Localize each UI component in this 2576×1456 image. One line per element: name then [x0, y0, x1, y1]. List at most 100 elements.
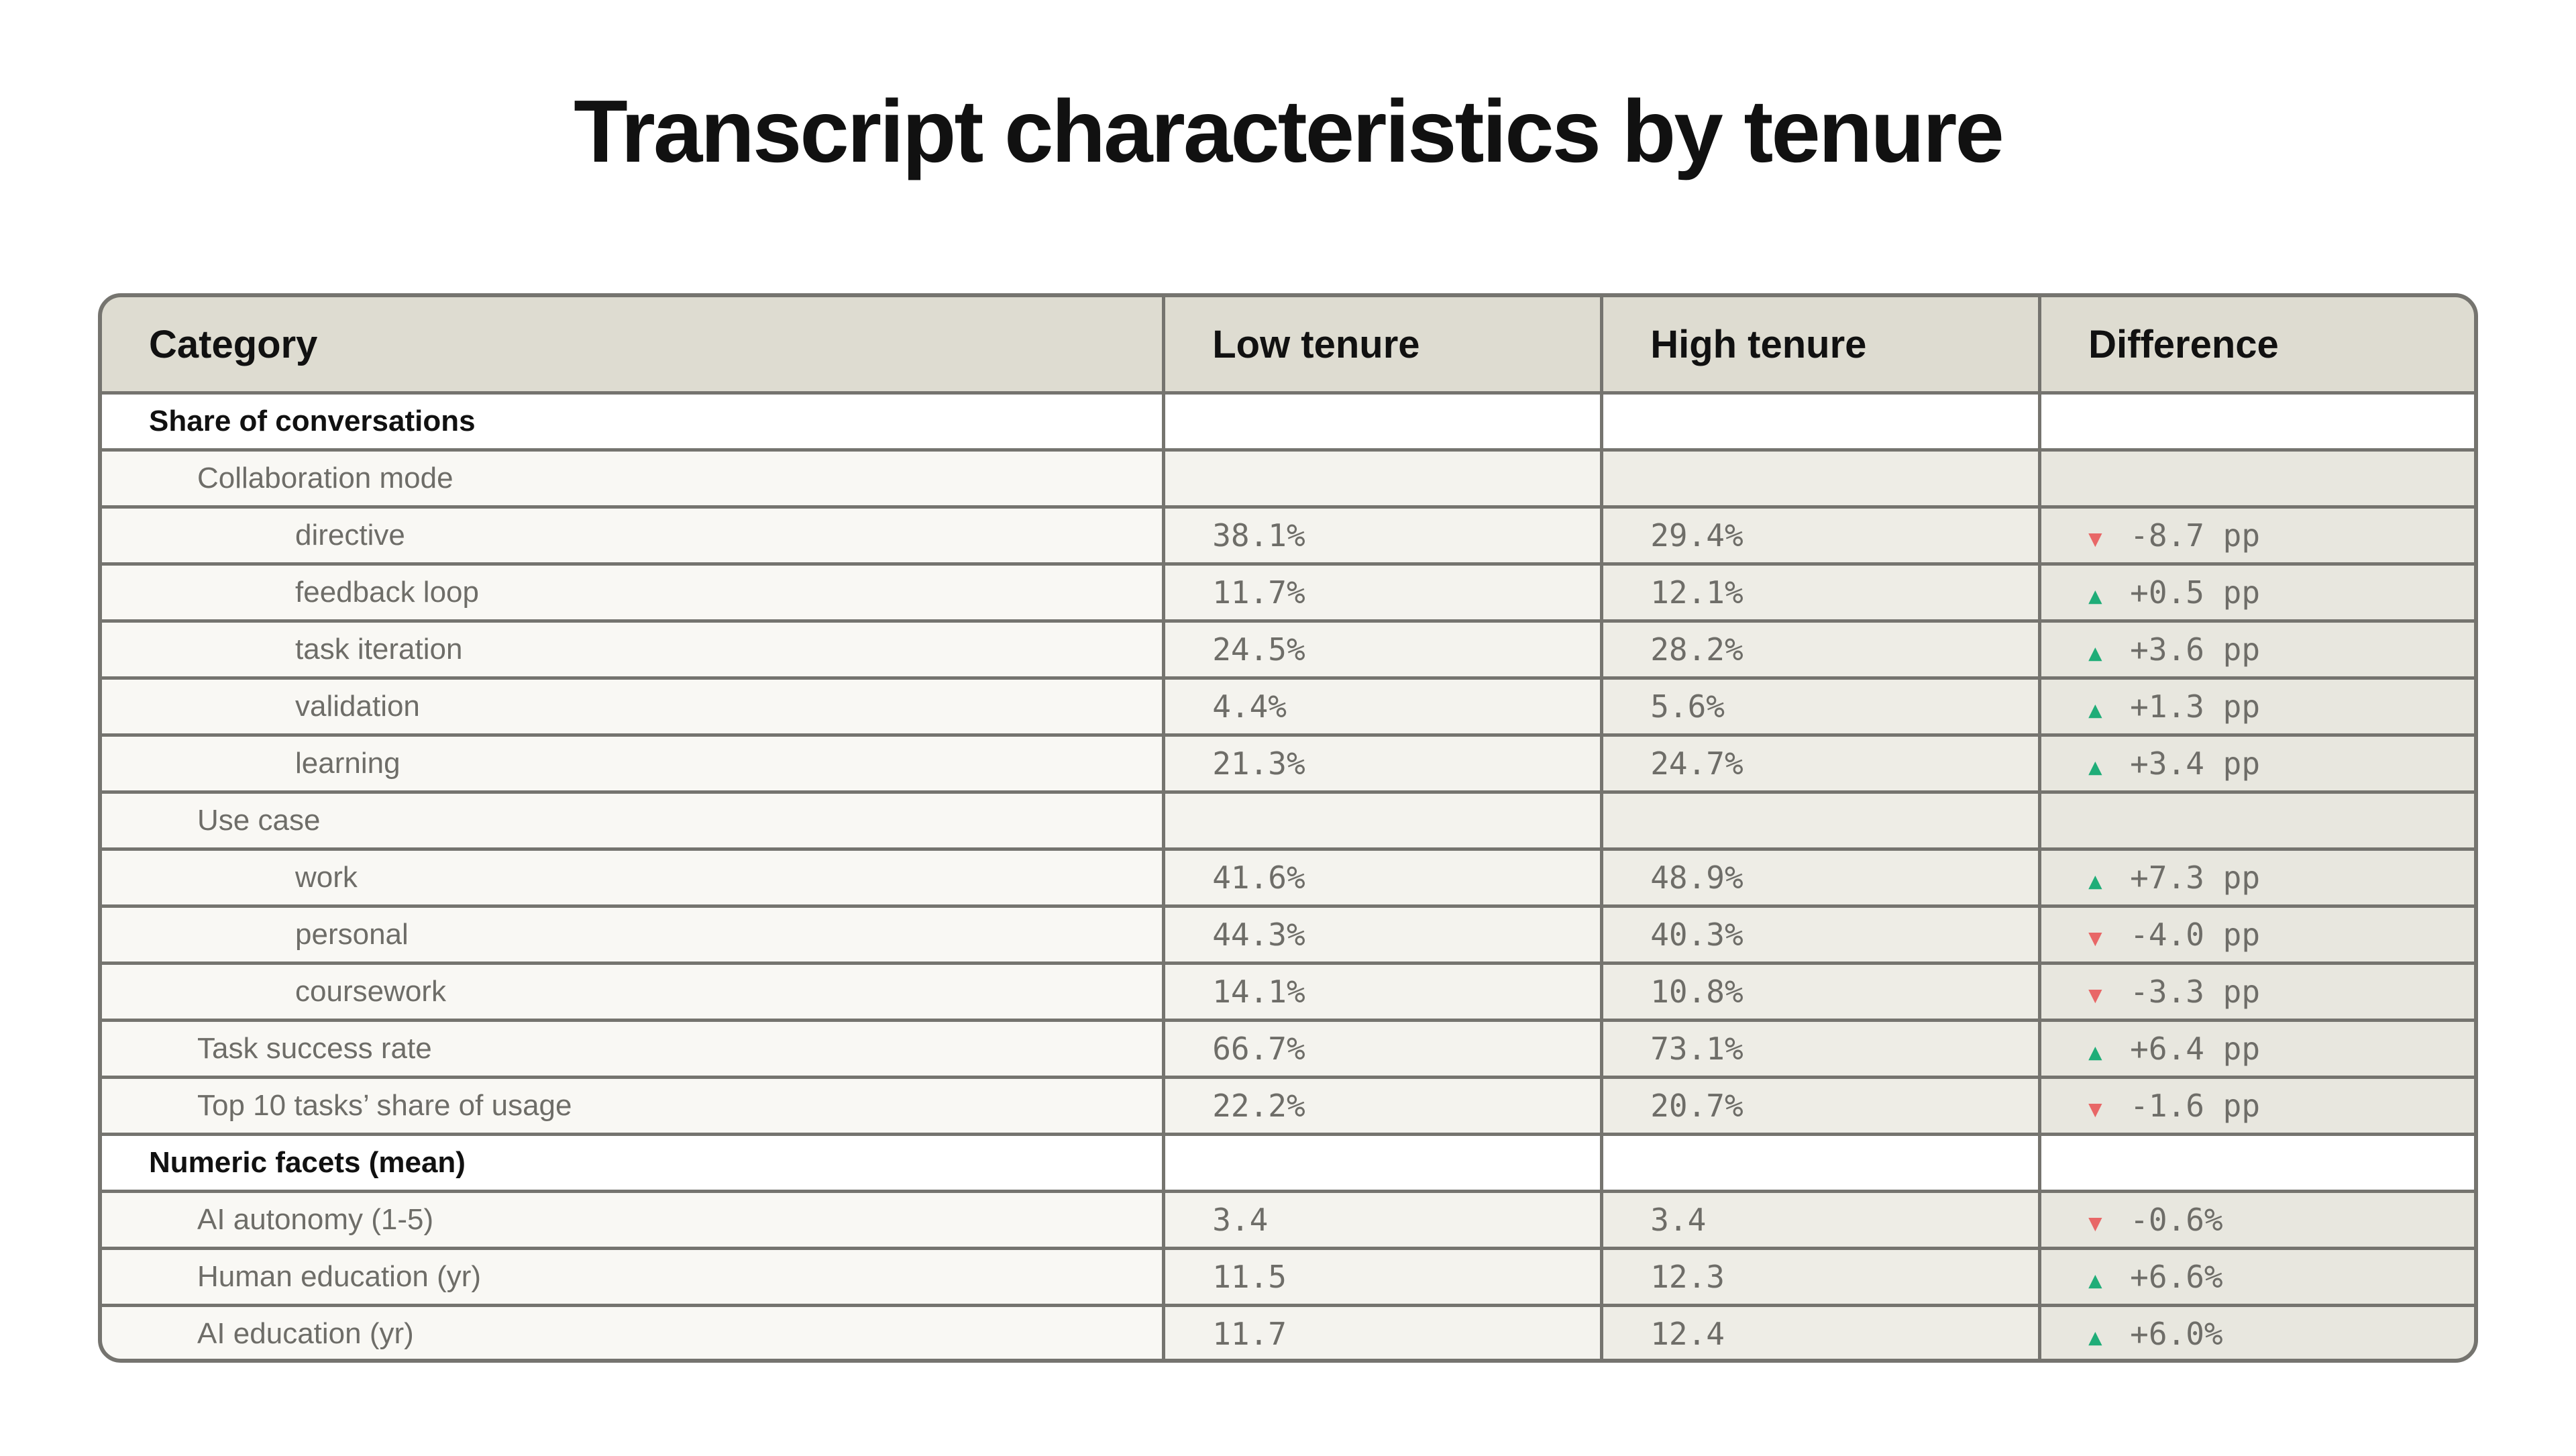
- high-tenure-cell: 12.4: [1600, 1304, 2042, 1359]
- difference-cell: ▼ -4.0 pp: [2038, 904, 2474, 965]
- difference-cell: ▲ +6.4 pp: [2038, 1019, 2474, 1079]
- row-label: Numeric facets (mean): [102, 1133, 1166, 1193]
- difference-cell: [2038, 790, 2474, 851]
- difference-value: -4.0 pp: [2130, 917, 2261, 953]
- row-label: Share of conversations: [102, 391, 1166, 452]
- high-tenure-cell: 12.3: [1600, 1247, 2042, 1307]
- low-tenure-cell: 11.5: [1162, 1247, 1604, 1307]
- header-high-tenure: High tenure: [1600, 297, 2042, 395]
- difference-value: -8.7 pp: [2130, 517, 2261, 554]
- table-row: validation 4.4% 5.6% ▲ +1.3 pp: [102, 676, 2474, 737]
- difference-value: +0.5 pp: [2130, 574, 2261, 611]
- low-tenure-cell: 22.2%: [1162, 1076, 1604, 1136]
- low-tenure-cell: 21.3%: [1162, 733, 1604, 794]
- section-row: Numeric facets (mean): [102, 1133, 2474, 1193]
- high-tenure-cell: 28.2%: [1600, 619, 2042, 680]
- difference-cell: ▼ -0.6%: [2038, 1190, 2474, 1250]
- row-label: Top 10 tasks’ share of usage: [102, 1076, 1166, 1136]
- row-label: feedback loop: [102, 562, 1166, 623]
- row-label: coursework: [102, 961, 1166, 1022]
- difference-value: -3.3 pp: [2130, 974, 2261, 1010]
- triangle-up-icon: ▲: [2088, 696, 2102, 723]
- page-title: Transcript characteristics by tenure: [574, 82, 2004, 180]
- high-tenure-cell: [1600, 790, 2042, 851]
- high-tenure-cell: 20.7%: [1600, 1076, 2042, 1136]
- difference-value: -0.6%: [2130, 1202, 2223, 1238]
- difference-value: +6.4 pp: [2130, 1031, 2261, 1067]
- header-category: Category: [102, 297, 1166, 395]
- table-row: Task success rate 66.7% 73.1% ▲ +6.4 pp: [102, 1019, 2474, 1079]
- high-tenure-cell: 40.3%: [1600, 904, 2042, 965]
- high-tenure-cell: 73.1%: [1600, 1019, 2042, 1079]
- high-tenure-cell: 12.1%: [1600, 562, 2042, 623]
- difference-cell: [2038, 1133, 2474, 1193]
- difference-cell: ▼ -3.3 pp: [2038, 961, 2474, 1022]
- low-tenure-cell: 24.5%: [1162, 619, 1604, 680]
- row-label: Human education (yr): [102, 1247, 1166, 1307]
- difference-value: -1.6 pp: [2130, 1088, 2261, 1124]
- section-row: Share of conversations: [102, 391, 2474, 452]
- table-row: learning 21.3% 24.7% ▲ +3.4 pp: [102, 733, 2474, 794]
- table-header-row: Category Low tenure High tenure Differen…: [102, 297, 2474, 395]
- high-tenure-cell: 3.4: [1600, 1190, 2042, 1250]
- header-low-tenure: Low tenure: [1162, 297, 1604, 395]
- triangle-up-icon: ▲: [2088, 753, 2102, 780]
- low-tenure-cell: 11.7: [1162, 1304, 1604, 1359]
- difference-cell: ▲ +3.6 pp: [2038, 619, 2474, 680]
- triangle-down-icon: ▼: [2088, 925, 2102, 951]
- triangle-up-icon: ▲: [2088, 868, 2102, 894]
- comparison-table: Category Low tenure High tenure Differen…: [98, 293, 2478, 1363]
- low-tenure-cell: 3.4: [1162, 1190, 1604, 1250]
- table-row: AI education (yr) 11.7 12.4 ▲ +6.0%: [102, 1304, 2474, 1359]
- high-tenure-cell: [1600, 448, 2042, 509]
- row-label: validation: [102, 676, 1166, 737]
- difference-cell: ▲ +1.3 pp: [2038, 676, 2474, 737]
- difference-value: +7.3 pp: [2130, 860, 2261, 896]
- table-row: Collaboration mode: [102, 448, 2474, 509]
- difference-cell: ▲ +7.3 pp: [2038, 847, 2474, 908]
- difference-cell: ▼ -8.7 pp: [2038, 505, 2474, 566]
- difference-value: +6.6%: [2130, 1259, 2223, 1295]
- row-label: Use case: [102, 790, 1166, 851]
- table-row: directive 38.1% 29.4% ▼ -8.7 pp: [102, 505, 2474, 566]
- difference-cell: ▲ +0.5 pp: [2038, 562, 2474, 623]
- high-tenure-cell: [1600, 391, 2042, 452]
- low-tenure-cell: 66.7%: [1162, 1019, 1604, 1079]
- table-row: coursework 14.1% 10.8% ▼ -3.3 pp: [102, 961, 2474, 1022]
- low-tenure-cell: [1162, 391, 1604, 452]
- low-tenure-cell: 11.7%: [1162, 562, 1604, 623]
- table-row: work 41.6% 48.9% ▲ +7.3 pp: [102, 847, 2474, 908]
- row-label: Collaboration mode: [102, 448, 1166, 509]
- table-row: feedback loop 11.7% 12.1% ▲ +0.5 pp: [102, 562, 2474, 623]
- high-tenure-cell: 24.7%: [1600, 733, 2042, 794]
- low-tenure-cell: 4.4%: [1162, 676, 1604, 737]
- high-tenure-cell: [1600, 1133, 2042, 1193]
- low-tenure-cell: [1162, 448, 1604, 509]
- low-tenure-cell: [1162, 790, 1604, 851]
- low-tenure-cell: [1162, 1133, 1604, 1193]
- high-tenure-cell: 10.8%: [1600, 961, 2042, 1022]
- difference-cell: [2038, 391, 2474, 452]
- difference-cell: ▼ -1.6 pp: [2038, 1076, 2474, 1136]
- low-tenure-cell: 41.6%: [1162, 847, 1604, 908]
- header-difference: Difference: [2038, 297, 2474, 395]
- difference-value: +1.3 pp: [2130, 688, 2261, 725]
- difference-value: +3.4 pp: [2130, 745, 2261, 782]
- low-tenure-cell: 44.3%: [1162, 904, 1604, 965]
- difference-cell: [2038, 448, 2474, 509]
- triangle-down-icon: ▼: [2088, 982, 2102, 1008]
- table-row: Top 10 tasks’ share of usage 22.2% 20.7% ▼ -…: [102, 1076, 2474, 1136]
- triangle-down-icon: ▼: [2088, 1096, 2102, 1123]
- triangle-up-icon: ▲: [2088, 582, 2102, 609]
- triangle-down-icon: ▼: [2088, 525, 2102, 552]
- high-tenure-cell: 48.9%: [1600, 847, 2042, 908]
- triangle-up-icon: ▲: [2088, 1267, 2102, 1294]
- table-row: personal 44.3% 40.3% ▼ -4.0 pp: [102, 904, 2474, 965]
- table-row: AI autonomy (1-5) 3.4 3.4 ▼ -0.6%: [102, 1190, 2474, 1250]
- difference-cell: ▲ +3.4 pp: [2038, 733, 2474, 794]
- row-label: personal: [102, 904, 1166, 965]
- table-row: Human education (yr) 11.5 12.3 ▲ +6.6%: [102, 1247, 2474, 1307]
- table-row: task iteration 24.5% 28.2% ▲ +3.6 pp: [102, 619, 2474, 680]
- triangle-down-icon: ▼: [2088, 1210, 2102, 1237]
- difference-cell: ▲ +6.6%: [2038, 1247, 2474, 1307]
